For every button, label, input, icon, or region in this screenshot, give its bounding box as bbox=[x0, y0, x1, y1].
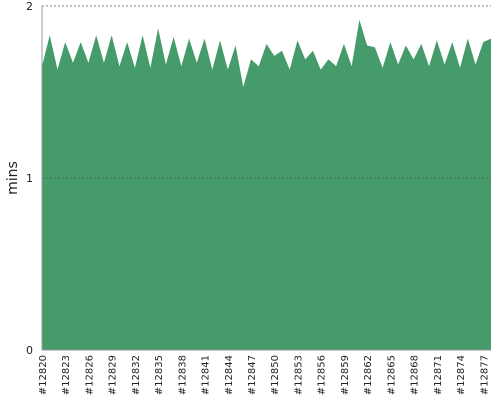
x-tick-label: #12856 bbox=[317, 355, 328, 395]
x-tick-label: #12820 bbox=[38, 355, 49, 395]
x-tick-label: #12865 bbox=[386, 355, 397, 395]
x-tick-label: #12841 bbox=[201, 355, 212, 395]
x-tick-label: #12847 bbox=[247, 355, 258, 395]
x-tick-label: #12877 bbox=[479, 355, 490, 395]
x-tick-label: #12868 bbox=[410, 355, 421, 395]
x-tick-label: #12832 bbox=[131, 355, 142, 395]
x-tick-label: #12844 bbox=[224, 355, 235, 395]
x-tick-label: #12862 bbox=[363, 355, 374, 395]
x-tick-label: #12838 bbox=[177, 355, 188, 395]
x-tick-label: #12871 bbox=[433, 355, 444, 395]
x-tick-label: #12874 bbox=[456, 355, 467, 395]
area bbox=[42, 19, 491, 350]
x-tick-label: #12859 bbox=[340, 355, 351, 395]
x-tick-label: #12823 bbox=[61, 355, 72, 395]
x-tick-label: #12829 bbox=[108, 355, 119, 395]
x-tick-label: #12826 bbox=[84, 355, 95, 395]
x-tick-label: #12853 bbox=[293, 355, 304, 395]
y-tick-label: 2 bbox=[26, 0, 33, 13]
x-tick-label: #12835 bbox=[154, 355, 165, 395]
x-tick-label: #12850 bbox=[270, 355, 281, 395]
y-tick-label: 0 bbox=[26, 344, 33, 357]
y-tick-label: 1 bbox=[26, 172, 33, 185]
y-axis-label: mins bbox=[5, 161, 21, 195]
